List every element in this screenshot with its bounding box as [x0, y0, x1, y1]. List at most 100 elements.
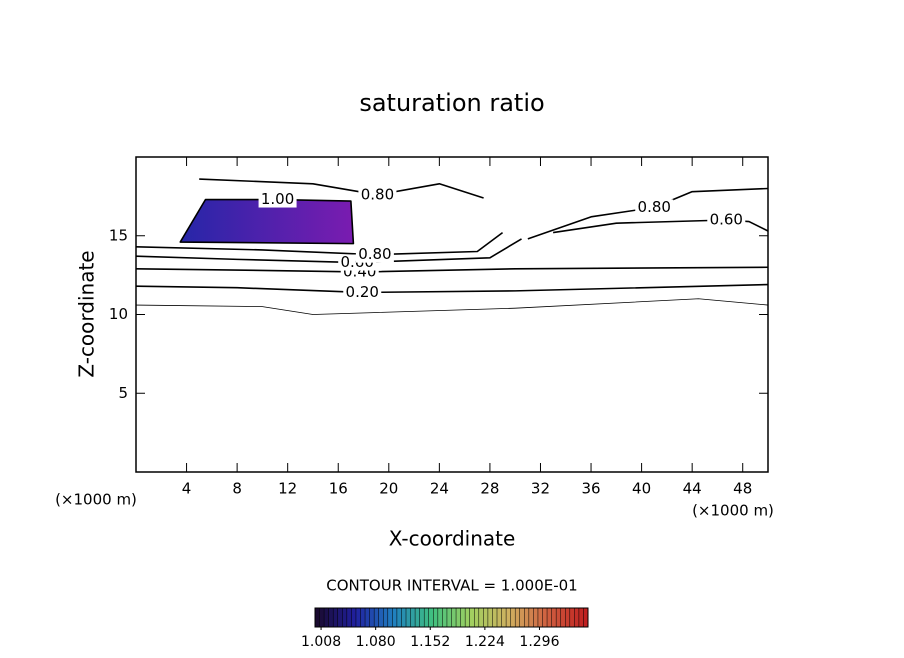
x-tick-label: 48 — [733, 480, 752, 498]
x-tick-label: 44 — [683, 480, 702, 498]
colorbar-swatch — [569, 608, 575, 627]
colorbar-swatch — [492, 608, 498, 627]
colorbar-swatch — [506, 608, 511, 627]
contour-line — [135, 266, 769, 273]
contour-label-bg — [358, 186, 397, 203]
colorbar-tick-label: 1.224 — [465, 634, 505, 650]
colorbar-swatch — [442, 608, 448, 627]
colorbar-swatch — [355, 608, 361, 627]
contour-interval: CONTOUR INTERVAL = 1.000E-01 — [326, 577, 577, 595]
x-tick-label: 40 — [632, 480, 651, 498]
colorbar-swatch — [556, 608, 561, 627]
colorbar-swatch — [583, 608, 589, 627]
colorbar-swatch — [351, 608, 357, 627]
colorbar-tick-label: 1.080 — [356, 634, 396, 650]
contour-label: 1.00 — [261, 190, 294, 208]
colorbar-swatch — [342, 608, 348, 627]
contour-line — [135, 298, 769, 315]
colorbar-swatch — [456, 608, 461, 627]
x-tick-label: 8 — [232, 480, 242, 498]
colorbar-swatch — [401, 608, 407, 627]
colorbar-swatch — [537, 608, 543, 627]
contour-label-bg — [355, 246, 394, 263]
chart-title: saturation ratio — [359, 89, 544, 117]
x-tick-label: 32 — [531, 480, 550, 498]
colorbar-swatch — [533, 608, 539, 627]
colorbar-tick-label: 1.008 — [301, 634, 341, 650]
colorbar-swatch — [519, 608, 525, 627]
x-tick-label: 16 — [329, 480, 348, 498]
colorbar-swatch — [419, 608, 425, 627]
x-tick-label: 12 — [278, 480, 297, 498]
contour-line — [179, 198, 355, 245]
colorbar-swatch — [437, 608, 443, 627]
y-axis-label: Z-coordinate — [75, 250, 99, 377]
colorbar-swatch — [365, 608, 370, 627]
colorbar-swatch — [369, 608, 375, 627]
contour-label: 0.60 — [710, 211, 743, 229]
colorbar-swatch — [415, 608, 420, 627]
colorbar-swatch — [396, 608, 402, 627]
x-tick-label: 24 — [430, 480, 449, 498]
colorbar-swatch — [483, 608, 489, 627]
colorbar-swatch — [524, 608, 530, 627]
colorbar-swatch — [378, 608, 384, 627]
colorbar-swatch — [424, 608, 430, 627]
colorbar-swatch — [487, 608, 493, 627]
contour-label: 0.80 — [358, 245, 391, 263]
colorbar-swatch — [387, 608, 393, 627]
colorbar-swatch — [528, 608, 534, 627]
colorbar-swatch — [574, 608, 580, 627]
colorbar-swatch — [406, 608, 411, 627]
colorbar-swatch — [315, 608, 320, 627]
colorbar-swatch — [515, 608, 521, 627]
colorbar-swatch — [469, 608, 475, 627]
contour-label: 0.80 — [361, 185, 394, 203]
colorbar-swatch — [383, 608, 389, 627]
y-unit: (×1000 m) — [55, 491, 137, 509]
colorbar-swatch — [374, 608, 379, 627]
colorbar-swatch — [547, 608, 552, 627]
colorbar-swatch — [319, 608, 325, 627]
colorbar-swatch — [328, 608, 334, 627]
colorbar-swatch — [451, 608, 457, 627]
y-tick-label: 10 — [109, 305, 128, 323]
colorbar-frame — [314, 607, 589, 628]
contour-label: 0.80 — [638, 198, 671, 216]
colorbar-swatch — [551, 608, 557, 627]
colorbar-swatch — [560, 608, 566, 627]
x-axis-label: X-coordinate — [389, 527, 516, 551]
colorbar-swatch — [392, 608, 398, 627]
colorbar-swatch — [542, 608, 548, 627]
colorbar-swatch — [510, 608, 516, 627]
contour-label-bg — [343, 284, 382, 301]
contour-line — [135, 283, 769, 294]
contour-line — [199, 178, 484, 199]
colorbar-swatch — [337, 608, 343, 627]
colorbar-swatch — [478, 608, 484, 627]
x-unit: (×1000 m) — [692, 502, 774, 520]
colorbar-swatch — [410, 608, 416, 627]
colorbar-swatch — [578, 608, 584, 627]
colorbar-swatch — [346, 608, 352, 627]
colorbar-swatch — [565, 608, 571, 627]
y-tick-label: 5 — [118, 384, 128, 402]
contour-label-bg — [258, 191, 297, 208]
colorbar-swatch — [428, 608, 434, 627]
contour-label: 0.20 — [346, 283, 379, 301]
colorbar-swatch — [460, 608, 466, 627]
colorbar-swatch — [474, 608, 480, 627]
colorbar-swatch — [446, 608, 452, 627]
x-tick-label: 36 — [581, 480, 600, 498]
colorbar-swatch — [324, 608, 329, 627]
x-tick-label: 28 — [480, 480, 499, 498]
filled-region — [180, 199, 354, 244]
colorbar-swatch — [465, 608, 470, 627]
colorbar-swatch — [433, 608, 439, 627]
colorbar-swatch — [497, 608, 502, 627]
contour-label-bg — [707, 212, 746, 228]
x-tick-label: 20 — [379, 480, 398, 498]
colorbar-swatch — [501, 608, 507, 627]
y-tick-label: 15 — [109, 226, 128, 244]
